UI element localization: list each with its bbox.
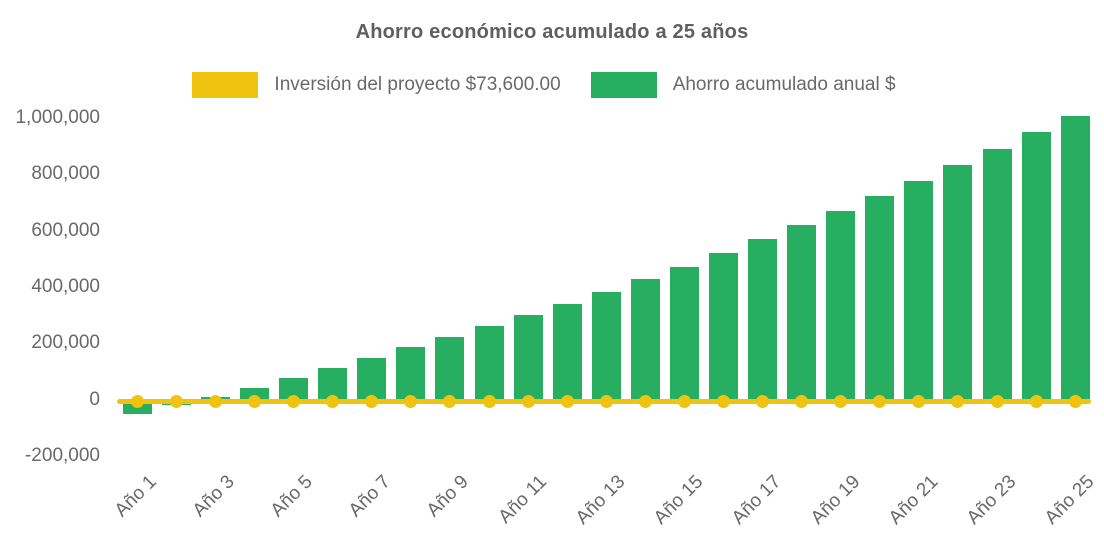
x-axis-label: Año 15 xyxy=(650,471,708,529)
investment-line-marker xyxy=(208,395,222,408)
investment-line-marker xyxy=(130,395,144,408)
investment-line-marker xyxy=(287,395,301,408)
x-axis-label: Año 11 xyxy=(494,471,552,528)
y-axis-label: 600,000 xyxy=(31,219,100,241)
investment-line-marker xyxy=(1068,395,1082,408)
investment-line-marker xyxy=(873,395,887,408)
x-axis-label: Año 7 xyxy=(344,471,395,522)
bar-año-12 xyxy=(552,303,582,400)
x-axis-label: Año 17 xyxy=(728,471,786,529)
chart-title: Ahorro económico acumulado a 25 años xyxy=(355,21,749,43)
bar-año-6 xyxy=(318,367,348,400)
investment-line-marker xyxy=(599,395,613,408)
legend-item-investment: Inversión del proyecto $73,600.00 xyxy=(192,72,561,98)
bar-año-20 xyxy=(865,196,895,400)
x-axis-label: Año 9 xyxy=(423,471,474,522)
investment-line-marker xyxy=(404,395,418,408)
bar-año-11 xyxy=(513,315,543,400)
investment-line-marker xyxy=(521,395,535,408)
bar-año-13 xyxy=(591,291,621,400)
bar-año-16 xyxy=(709,252,738,400)
bar-año-19 xyxy=(826,211,856,400)
x-axis-label: Año 13 xyxy=(571,471,630,529)
investment-line-marker xyxy=(951,395,965,408)
bar-año-21 xyxy=(904,180,934,400)
y-axis: 1,000,000 800,000 600,000 400,000 200,000 0 -2… xyxy=(0,0,100,551)
bar-año-18 xyxy=(787,225,817,400)
y-axis-label: 1,000,000 xyxy=(15,106,100,128)
bar-año-14 xyxy=(630,278,660,400)
bar-año-25 xyxy=(1060,116,1090,400)
bar-año-4 xyxy=(240,388,270,400)
investment-line-marker xyxy=(912,395,926,408)
investment-line-marker xyxy=(990,395,1004,408)
x-axis-label: Año 19 xyxy=(806,471,864,529)
investment-line-marker xyxy=(560,395,574,408)
investment-line-marker xyxy=(795,395,809,408)
legend-item-savings: Ahorro acumulado anual $ xyxy=(590,72,896,98)
investment-line-marker xyxy=(482,395,496,408)
x-axis-label: Año 5 xyxy=(266,471,317,522)
investment-line-marker xyxy=(365,395,379,408)
legend-label-investment: Inversión del proyecto $73,600.00 xyxy=(274,74,561,95)
bar-año-9 xyxy=(435,336,465,400)
bar-año-23 xyxy=(982,149,1012,400)
y-axis-label: 400,000 xyxy=(31,275,100,297)
investment-line-marker xyxy=(443,395,457,408)
bar-año-15 xyxy=(669,266,699,400)
investment-line-marker xyxy=(756,395,770,408)
x-axis-label: Año 23 xyxy=(962,471,1021,529)
bar-año-17 xyxy=(748,238,778,400)
investment-line-marker xyxy=(638,395,652,408)
bar-año-10 xyxy=(474,325,504,400)
x-axis-label: Año 3 xyxy=(188,471,239,522)
investment-line-marker xyxy=(717,395,730,408)
legend-swatch-savings-icon xyxy=(590,72,657,98)
y-axis-label: 200,000 xyxy=(31,332,100,354)
y-axis-label: 800,000 xyxy=(31,163,100,185)
investment-line-marker xyxy=(1029,395,1043,408)
x-axis-label: Año 25 xyxy=(1040,471,1099,529)
investment-line-marker xyxy=(169,395,183,408)
bar-año-8 xyxy=(396,347,426,400)
investment-line-marker xyxy=(326,395,340,408)
legend-swatch-investment-icon xyxy=(192,72,259,98)
x-axis-label: Año 21 xyxy=(884,471,943,529)
chart-legend: Inversión del proyecto $73,600.00 Ahorro… xyxy=(0,72,1096,98)
legend-label-savings: Ahorro acumulado anual $ xyxy=(672,74,896,95)
bar-año-22 xyxy=(943,165,973,400)
bar-año-5 xyxy=(279,378,309,400)
x-axis-label: Año 1 xyxy=(110,471,161,522)
investment-line-marker xyxy=(834,395,848,408)
bar-año-24 xyxy=(1021,132,1051,400)
investment-line-marker xyxy=(248,395,262,408)
y-axis-label: -200,000 xyxy=(24,444,100,466)
y-axis-label: 0 xyxy=(89,388,100,410)
bar-año-7 xyxy=(357,357,387,400)
investment-line-marker xyxy=(677,395,691,408)
